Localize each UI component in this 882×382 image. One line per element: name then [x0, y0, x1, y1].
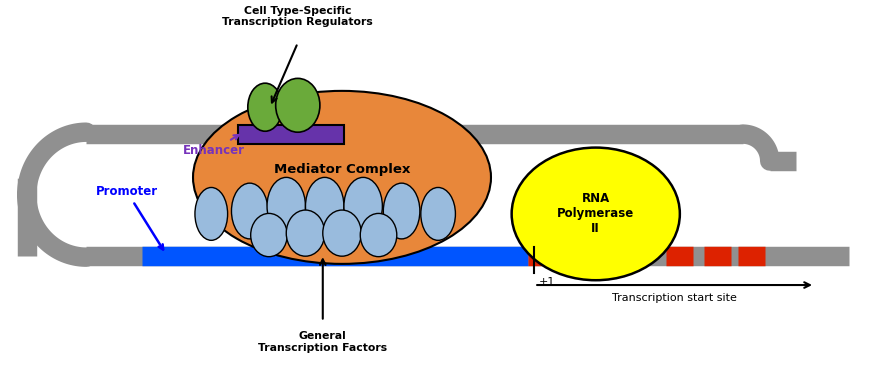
Ellipse shape: [267, 177, 305, 235]
Text: Cell Type-Specific
Transcription Regulators: Cell Type-Specific Transcription Regulat…: [222, 6, 373, 28]
Ellipse shape: [231, 183, 268, 239]
Text: General
Transcription Factors: General Transcription Factors: [258, 331, 387, 353]
Ellipse shape: [360, 214, 397, 257]
Ellipse shape: [512, 147, 680, 280]
Text: RNA
Polymerase
II: RNA Polymerase II: [557, 193, 634, 235]
Text: Promoter: Promoter: [96, 185, 163, 249]
Ellipse shape: [384, 183, 420, 239]
Ellipse shape: [276, 78, 320, 132]
Ellipse shape: [421, 188, 455, 240]
Ellipse shape: [287, 210, 325, 256]
Ellipse shape: [305, 177, 344, 235]
Ellipse shape: [195, 188, 228, 240]
Text: Enhancer: Enhancer: [183, 135, 244, 157]
Text: Transcription start site: Transcription start site: [612, 293, 737, 303]
Text: +1: +1: [539, 277, 556, 287]
Ellipse shape: [250, 214, 288, 257]
Ellipse shape: [344, 177, 383, 235]
Ellipse shape: [248, 83, 282, 131]
FancyBboxPatch shape: [238, 125, 344, 144]
Ellipse shape: [193, 91, 491, 264]
Text: Mediator Complex: Mediator Complex: [273, 163, 410, 176]
Ellipse shape: [323, 210, 362, 256]
